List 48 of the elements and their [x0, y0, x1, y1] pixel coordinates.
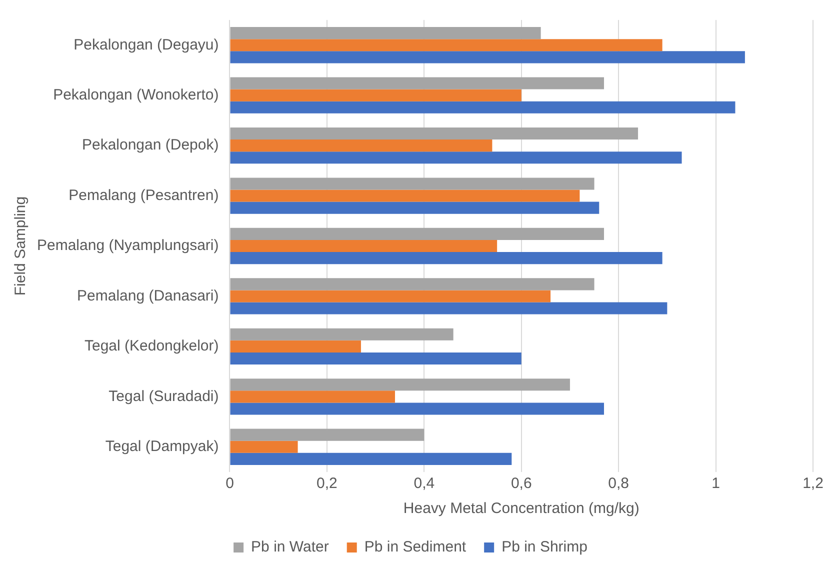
- bar: [230, 190, 580, 202]
- bar: [230, 302, 668, 314]
- bar: [230, 178, 594, 190]
- bar: [230, 290, 551, 302]
- x-tick-label: 0: [226, 475, 234, 492]
- bar: [230, 240, 498, 252]
- legend-label: Pb in Shrimp: [502, 538, 588, 556]
- bar: [230, 390, 395, 403]
- x-tick-label: 1,2: [802, 475, 824, 492]
- bar: [230, 328, 454, 340]
- bar: [230, 77, 604, 90]
- bar: [230, 428, 424, 441]
- bar: [230, 278, 594, 290]
- y-tick-label: Pekalongan (Degayu): [74, 36, 219, 54]
- y-tick-label: Tegal (Dampyak): [105, 438, 219, 456]
- bar: [230, 152, 682, 164]
- bar: [230, 402, 604, 415]
- y-tick-label: Pemalang (Pesantren): [68, 186, 219, 204]
- bar: [230, 340, 361, 352]
- y-axis-title: Field Sampling: [12, 196, 30, 296]
- y-tick-label: Tegal (Kedongkelor): [84, 338, 219, 355]
- bar: [230, 352, 522, 365]
- legend-label: Pb in Sediment: [364, 538, 467, 556]
- bar: [230, 202, 600, 214]
- x-tick-label: 0,8: [608, 475, 630, 492]
- y-tick-label: Pemalang (Nyamplungsari): [36, 237, 219, 254]
- bar: [230, 101, 736, 114]
- x-tick-label: 0,6: [510, 475, 532, 492]
- bar: [230, 51, 745, 64]
- bar: [230, 89, 522, 102]
- bar: [230, 39, 662, 52]
- y-tick-label: Pekalongan (Wonokerto): [53, 86, 219, 104]
- y-tick-label: Pekalongan (Depok): [82, 136, 219, 154]
- x-tick-label: 0,4: [414, 475, 435, 492]
- bar: [230, 440, 298, 453]
- bar: [230, 252, 662, 264]
- bar: [230, 127, 638, 140]
- y-tick-label: Tegal (Suradadi): [108, 388, 219, 405]
- bar: [230, 452, 512, 465]
- x-tick-label: 1: [712, 475, 720, 492]
- legend-label: Pb in Water: [251, 538, 329, 556]
- y-tick-label: Pemalang (Danasari): [77, 287, 219, 304]
- x-axis-title: Heavy Metal Concentration (mg/kg): [403, 500, 640, 518]
- bar: [230, 228, 604, 240]
- bar: [230, 27, 541, 40]
- x-tick-label: 0,2: [316, 475, 338, 492]
- bar: [230, 140, 492, 152]
- bar: [230, 378, 570, 391]
